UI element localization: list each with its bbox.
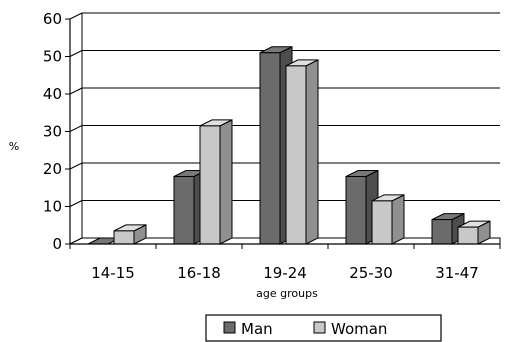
bar-man-19-24-front xyxy=(259,52,281,245)
y-tick-label: 0 xyxy=(52,235,62,253)
y-tick-label: 40 xyxy=(43,85,62,103)
legend: Man Woman xyxy=(205,314,442,342)
y-tick-label: 10 xyxy=(43,198,62,216)
x-axis-title: age groups xyxy=(256,287,318,300)
legend-label-woman: Woman xyxy=(331,320,387,338)
bar-man-25-30-front xyxy=(345,176,367,245)
gridline-depth xyxy=(69,200,83,207)
bars xyxy=(87,45,491,245)
bar-woman-25-30-front xyxy=(371,200,393,245)
legend-swatch-woman xyxy=(313,321,326,334)
gridline-depth xyxy=(69,50,83,57)
bar-woman-16-18 xyxy=(199,119,233,245)
bar-man-16-18-front xyxy=(173,176,195,245)
y-axis-title: % xyxy=(9,140,19,153)
y-tick-label: 60 xyxy=(43,10,62,28)
bar-woman-31-47-front xyxy=(457,226,479,245)
bar-woman-19-24-front xyxy=(285,65,307,245)
x-tick-label-25-30: 25-30 xyxy=(349,264,393,282)
y-tick-label: 20 xyxy=(43,160,62,178)
bar-woman-25-30 xyxy=(371,194,405,245)
bar-woman-19-24-side xyxy=(305,59,319,245)
bar-woman-16-18-front xyxy=(199,125,221,245)
gridline-depth xyxy=(69,162,83,170)
y-axis: 0 10 20 30 40 50 60 xyxy=(43,10,83,253)
bar-woman-16-18-side xyxy=(219,119,233,245)
bar-man-31-47-front xyxy=(431,219,453,245)
bar-woman-14-15 xyxy=(113,224,147,245)
x-tick-label-31-47: 31-47 xyxy=(435,264,479,282)
bar-woman-31-47 xyxy=(457,220,491,245)
gridline-depth xyxy=(69,12,83,20)
gridline-depth xyxy=(69,87,83,95)
bar-woman-25-30-side xyxy=(391,194,405,245)
y-tick-label: 30 xyxy=(43,123,62,141)
gridline-depth xyxy=(69,125,83,132)
bar-woman-19-24 xyxy=(285,59,319,245)
legend-label-man: Man xyxy=(241,320,273,338)
x-tick-label-14-15: 14-15 xyxy=(91,264,135,282)
legend-swatch-man xyxy=(223,321,236,334)
bar-woman-14-15-front xyxy=(113,230,135,245)
x-tick-label-16-18: 16-18 xyxy=(177,264,221,282)
x-tick-label-19-24: 19-24 xyxy=(263,264,307,282)
x-axis: 14-15 16-18 19-24 25-30 31-47 xyxy=(69,243,501,282)
y-tick-label: 50 xyxy=(43,48,62,66)
